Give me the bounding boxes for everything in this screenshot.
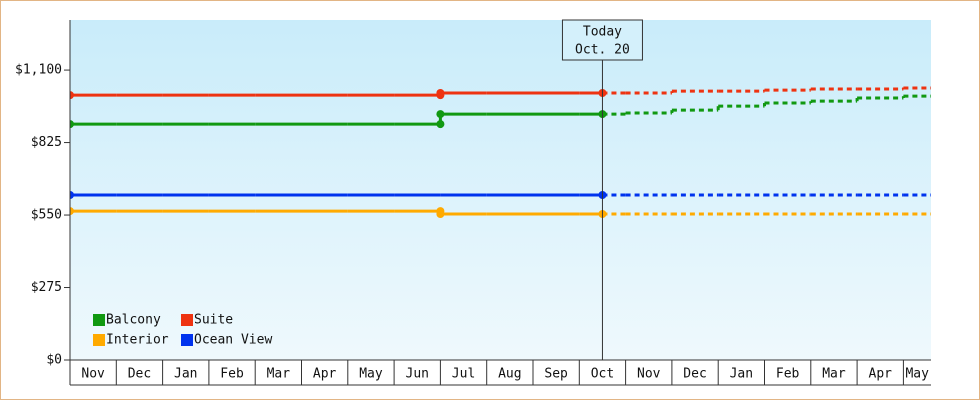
x-tick-label: May: [905, 367, 929, 382]
today-label: Today: [583, 25, 622, 40]
x-tick-label: Jan: [174, 367, 197, 382]
x-tick-label: Apr: [313, 367, 337, 382]
plot-area: [70, 20, 931, 360]
x-tick-label: Aug: [498, 367, 521, 382]
x-tick-label: Jan: [730, 367, 753, 382]
price-dot: [436, 89, 445, 98]
price-dot: [436, 120, 445, 129]
legend-swatch: [93, 314, 105, 326]
legend-swatch: [181, 314, 193, 326]
x-tick-label: Sep: [544, 367, 568, 382]
price-dot: [70, 191, 74, 200]
x-tick-label: Dec: [128, 367, 151, 382]
x-tick-label: Feb: [776, 367, 800, 382]
x-tick-label: Jun: [406, 367, 429, 382]
x-tick-label: Oct: [591, 367, 614, 382]
x-tick-label: Dec: [683, 367, 706, 382]
price-dot: [70, 91, 74, 100]
y-tick-label: $550: [31, 208, 62, 223]
legend-label: Ocean View: [194, 333, 272, 348]
y-tick-label: $0: [46, 353, 62, 368]
x-tick-label: Apr: [869, 367, 893, 382]
x-tick-label: Jul: [452, 367, 475, 382]
price-dot: [436, 110, 445, 119]
legend-label: Balcony: [106, 313, 161, 328]
y-tick-label: $1,100: [15, 63, 62, 78]
x-tick-label: Mar: [822, 367, 846, 382]
price-dot: [70, 207, 74, 216]
legend-label: Interior: [106, 333, 169, 348]
price-dot: [70, 120, 74, 129]
x-tick-label: Feb: [220, 367, 244, 382]
x-tick-label: Mar: [267, 367, 291, 382]
x-tick-label: Nov: [81, 367, 105, 382]
legend-swatch: [93, 334, 105, 346]
x-tick-label: May: [359, 367, 383, 382]
y-tick-label: $275: [31, 280, 62, 295]
price-dot: [436, 209, 445, 218]
y-tick-label: $825: [31, 135, 62, 150]
legend-label: Suite: [194, 313, 233, 328]
x-tick-label: Nov: [637, 367, 661, 382]
today-box: [561, 19, 643, 61]
today-label: Oct. 20: [575, 43, 630, 58]
legend-swatch: [181, 334, 193, 346]
